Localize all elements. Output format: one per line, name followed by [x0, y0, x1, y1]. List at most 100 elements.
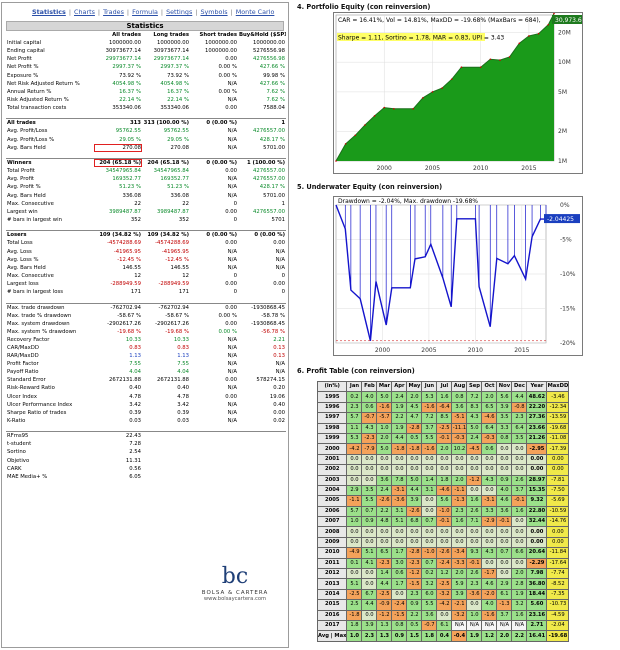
stats-value: 22.14 % — [119, 96, 141, 103]
profit-table-cell: 2.4 — [391, 391, 408, 403]
stats-value: 0 (0.00 %) — [206, 160, 237, 167]
profit-table-cell: 0.6 — [391, 568, 408, 580]
profit-table-cell: 0.0 — [436, 453, 453, 466]
stats-row-label: CARK — [7, 465, 22, 472]
profit-table-cell: N/A — [451, 619, 468, 632]
stats-value — [190, 473, 238, 481]
profit-table-row: 2000 -4.2 -7.9 5.0 -1.8 -1.8 -1.6 2.0 10.2 -4.5 0.… — [316, 443, 570, 455]
profit-table-cell: 2.0 — [511, 568, 528, 580]
stats-value: N/A — [227, 144, 237, 151]
profit-table-cell: 0.1 — [346, 557, 363, 570]
profit-table-cell: 0.0 — [511, 516, 528, 528]
stats-value: 5701.00 — [263, 192, 285, 199]
stats-value: 12 — [182, 272, 189, 279]
stats-value: 7.55 — [177, 361, 189, 368]
profit-table-cell: 1.0 — [466, 609, 483, 622]
y-tick-label: -5% — [560, 237, 572, 244]
stats-value: 4276557.00 — [252, 208, 285, 215]
nav-link-trades[interactable]: Trades — [103, 8, 124, 16]
stats-value: 51.23 % — [119, 184, 141, 191]
profit-table-cell: 0.0 — [376, 464, 393, 476]
stats-value: 0 — [233, 272, 237, 279]
profit-table-cell: 5.60 — [526, 599, 548, 611]
profit-table-cell: 0.0 — [511, 464, 528, 476]
profit-table-cell: 6.5 — [481, 401, 498, 414]
profit-table-cell: 28.97 — [526, 474, 548, 486]
stats-row: Annual Return % 16.37 % 16.37 % 0.00 % 7.62 … — [6, 88, 286, 96]
nav-link-statistics[interactable]: Statistics — [32, 8, 66, 16]
stats-value: N/A — [227, 80, 237, 87]
profit-table-cell: 0.9 — [406, 599, 423, 611]
stats-value: N/A — [227, 184, 237, 191]
profit-table-cell: 2002 — [316, 464, 348, 476]
nav-link-charts[interactable]: Charts — [74, 8, 95, 16]
stats-value: N/A — [227, 256, 237, 263]
stats-value: -19.68 % — [117, 328, 141, 335]
profit-table-cell: 2.0 — [451, 568, 468, 580]
divider-cell — [142, 296, 190, 304]
profit-table-cell: 0.00 — [546, 536, 570, 549]
profit-table-cell: 3.2 — [511, 599, 528, 611]
profit-table-cell: 5.7 — [346, 412, 363, 424]
nav-link-monte-carlo[interactable]: Monte Carlo — [235, 8, 275, 16]
y-tick-label: 10M — [558, 59, 571, 66]
profit-table-cell: 2.9 — [346, 484, 363, 497]
profit-table-cell: 0.0 — [346, 568, 363, 580]
equity-point — [422, 97, 424, 99]
profit-table-cell: 0.0 — [376, 453, 393, 466]
stats-row-label: Max. trade drawdown — [7, 304, 65, 311]
stats-row: # bars in largest loss 171 171 0 0 — [6, 288, 286, 296]
stats-row-label: t-student — [7, 441, 32, 448]
stats-value: 0.00 — [225, 377, 237, 384]
stats-value: 10.33 — [173, 336, 189, 343]
stats-row-label: Sharpe Ratio of trades — [7, 409, 67, 416]
stats-value: 30973677.14 — [105, 48, 141, 55]
nav-link-symbols[interactable]: Symbols — [200, 8, 228, 16]
profit-table-cell: 2.2 — [391, 412, 408, 424]
nav-link-formula[interactable]: Formula — [132, 8, 158, 16]
stats-row: RFms95 22.43 — [6, 432, 286, 441]
profit-table-cell: -1.6 — [421, 401, 438, 414]
equity-point — [393, 108, 395, 110]
divider-cell — [94, 424, 142, 433]
profit-table-row: 2008 0.0 0.0 0.0 0.0 0.0 0.0 0.0 0.0 0.0 0.0 0.0 0.0… — [316, 526, 570, 538]
profit-table-cell: 0.0 — [511, 443, 528, 455]
profit-table-cell: -2.8 — [406, 547, 423, 559]
nav-link-settings[interactable]: Settings — [166, 8, 193, 16]
stats-value: 0.56 — [129, 465, 141, 472]
profit-table-cell: 1.6 — [511, 505, 528, 518]
stats-value: N/A — [227, 401, 237, 408]
stats-value: 0.00 — [225, 393, 237, 400]
divider-cell — [6, 111, 94, 120]
profit-table-cell: -2.29 — [526, 557, 548, 570]
divider-cell — [94, 223, 142, 232]
stats-value: 0.40 — [273, 401, 285, 408]
x-tick-label: 2005 — [421, 347, 436, 354]
statistics-title: Statistics — [6, 21, 284, 31]
stats-value: 16.37 % — [167, 88, 189, 95]
divider-cell — [142, 424, 190, 433]
stats-value: N/A — [227, 369, 237, 376]
y-tick-label: 0% — [560, 202, 570, 209]
profit-table-cell: -0.7 — [421, 619, 438, 632]
profit-table-row: 2001 0.0 0.0 0.0 0.0 0.0 0.0 0.0 0.0 0.0 0.0 0.0 0.0… — [316, 453, 570, 466]
profit-table-cell: 1.2 — [436, 568, 453, 580]
stats-row: Avg. Loss -41965.95 -41965.95 N/A N/A — [6, 247, 286, 255]
stats-row-label: Winners — [7, 160, 32, 167]
equity-point — [373, 115, 376, 117]
divider-cell — [94, 151, 142, 160]
stats-value: 10.33 — [125, 336, 141, 343]
profit-table-cell: -3.2 — [436, 588, 453, 601]
profit-table-cell: 2016 — [316, 609, 348, 622]
profit-table-cell: 1.7 — [391, 578, 408, 590]
stats-row: Max. system % drawdown -19.68 % -19.68 % 0.… — [6, 328, 286, 336]
stats-value: 22.43 — [125, 433, 141, 440]
stats-value: -288949.59 — [158, 280, 189, 287]
stats-value: 270.08 — [170, 144, 189, 151]
profit-table-cell: 0.00 — [526, 453, 548, 466]
profit-table-cell: 2.0 — [451, 474, 468, 486]
stats-column-header: Long trades — [153, 32, 189, 39]
profit-table-cell: 1.9 — [511, 588, 528, 601]
stats-column-header: All trades — [112, 32, 141, 39]
profit-table-cell: 4.0 — [496, 484, 513, 497]
